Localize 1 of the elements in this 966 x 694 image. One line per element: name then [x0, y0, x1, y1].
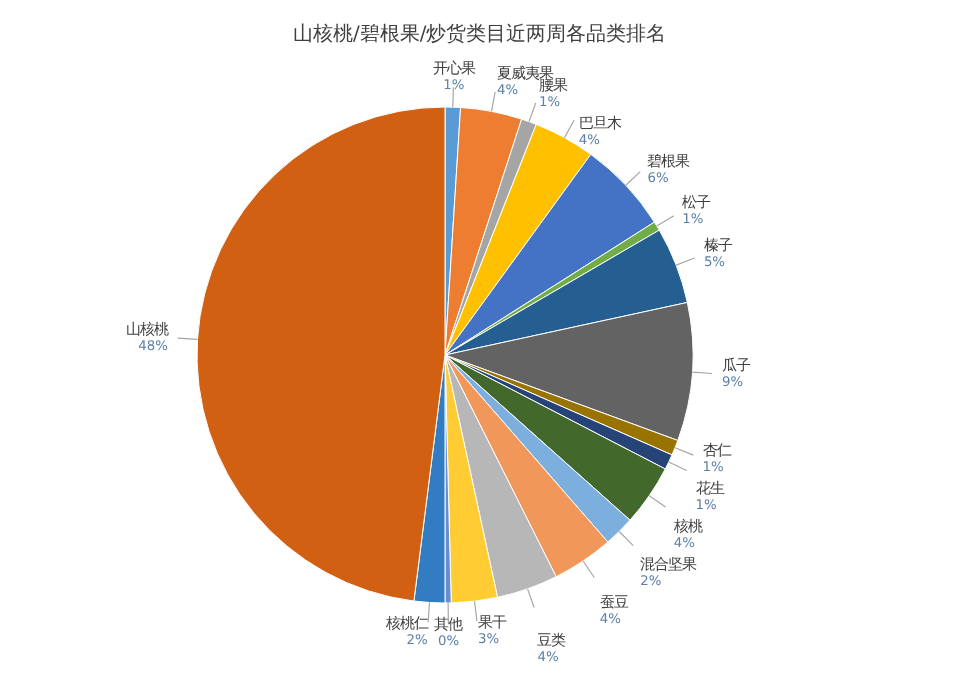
- chart-title: 山核桃/碧根果/炒货类目近两周各品类排名: [292, 22, 667, 46]
